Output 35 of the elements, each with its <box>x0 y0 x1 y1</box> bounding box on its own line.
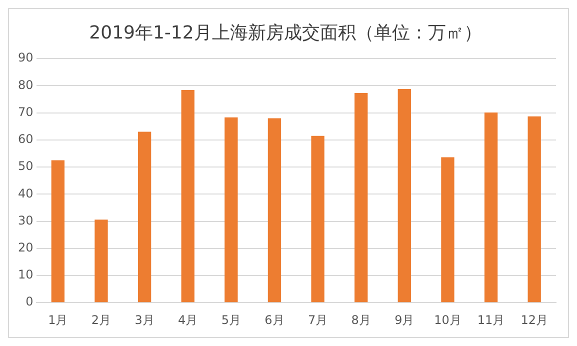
x-tick-label: 10月 <box>434 312 462 327</box>
x-tick-label: 5月 <box>221 312 241 327</box>
x-tick-label: 8月 <box>351 312 371 327</box>
x-tick-label: 3月 <box>134 312 154 327</box>
bar <box>94 220 108 302</box>
bar <box>138 132 152 302</box>
chart-title: 2019年1-12月上海新房成交面积（单位：万㎡） <box>89 22 482 44</box>
y-tick-label: 60 <box>18 132 34 146</box>
bar <box>398 88 411 302</box>
x-tick-label: 9月 <box>394 312 414 327</box>
y-tick-label: 20 <box>18 240 34 255</box>
y-tick-label: 30 <box>18 213 34 228</box>
x-tick-label: 6月 <box>264 312 284 327</box>
bar <box>224 117 238 302</box>
y-tick-label: 50 <box>18 159 34 174</box>
y-tick-label: 80 <box>18 78 34 92</box>
x-tick-label: 1月 <box>48 312 68 327</box>
y-tick-label: 0 <box>26 294 34 309</box>
bar <box>311 136 324 302</box>
y-tick-label: 10 <box>18 268 34 282</box>
bar <box>51 160 65 302</box>
x-tick-label: 12月 <box>520 312 548 327</box>
bar <box>354 93 368 302</box>
x-tick-label: 4月 <box>178 312 198 327</box>
y-tick-label: 40 <box>18 186 34 200</box>
bar <box>181 90 194 302</box>
bar <box>484 112 498 302</box>
x-tick-label: 7月 <box>308 312 328 327</box>
x-tick-label: 11月 <box>477 312 505 327</box>
y-tick-label: 70 <box>18 104 34 119</box>
y-tick-label: 90 <box>18 50 34 65</box>
bar <box>528 116 541 302</box>
bar <box>268 118 282 302</box>
x-tick-label: 2月 <box>91 312 112 327</box>
bar <box>441 157 454 302</box>
